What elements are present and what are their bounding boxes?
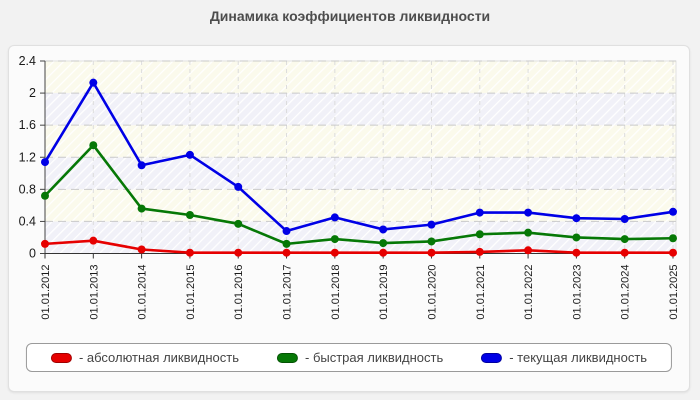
svg-text:01.01.2016: 01.01.2016	[233, 265, 245, 320]
svg-text:01.01.2024: 01.01.2024	[620, 265, 632, 320]
svg-text:01.01.2014: 01.01.2014	[137, 265, 149, 320]
svg-text:01.01.2013: 01.01.2013	[88, 265, 100, 320]
legend-item-current-liquidity: - текущая ликвидность	[481, 350, 647, 365]
svg-text:01.01.2022: 01.01.2022	[523, 265, 535, 320]
svg-text:0.4: 0.4	[19, 214, 36, 228]
legend-swatch-green	[277, 352, 298, 363]
svg-text:0.8: 0.8	[19, 182, 36, 196]
svg-text:1.6: 1.6	[19, 118, 36, 132]
svg-text:2: 2	[29, 86, 36, 100]
svg-text:01.01.2023: 01.01.2023	[571, 265, 583, 320]
legend-label: - текущая ликвидность	[509, 350, 648, 365]
svg-text:01.01.2015: 01.01.2015	[185, 265, 197, 320]
legend-label: - быстрая ликвидность	[305, 350, 444, 365]
legend-label: - абсолютная ликвидность	[78, 350, 239, 365]
svg-text:01.01.2017: 01.01.2017	[282, 265, 294, 320]
legend-item-absolute-liquidity: - абсолютная ликвидность	[50, 350, 239, 365]
svg-text:01.01.2019: 01.01.2019	[378, 265, 390, 320]
svg-text:01.01.2012: 01.01.2012	[40, 265, 52, 320]
svg-text:01.01.2020: 01.01.2020	[426, 265, 438, 320]
svg-text:01.01.2025: 01.01.2025	[668, 265, 680, 320]
chart-legend: - абсолютная ликвидность - быстрая ликви…	[25, 343, 673, 372]
legend-item-quick-liquidity: - быстрая ликвидность	[277, 350, 443, 365]
chart-title: Динамика коэффициентов ликвидности	[209, 8, 491, 24]
legend-swatch-blue	[481, 352, 503, 363]
chart-svg: 0 0.4 0.8 1.2 1.6 2 2.4 01.01.2012 01.01.2013 01.…	[19, 54, 680, 320]
svg-text:1.2: 1.2	[19, 150, 36, 164]
svg-text:01.01.2018: 01.01.2018	[330, 265, 342, 320]
legend-swatch-red	[50, 352, 72, 363]
svg-text:0: 0	[29, 247, 36, 261]
chart-panel: 0 0.4 0.8 1.2 1.6 2 2.4 01.01.2012 01.01.2013 01.…	[8, 45, 690, 392]
svg-text:2.4: 2.4	[19, 54, 36, 68]
svg-text:01.01.2021: 01.01.2021	[475, 265, 487, 320]
